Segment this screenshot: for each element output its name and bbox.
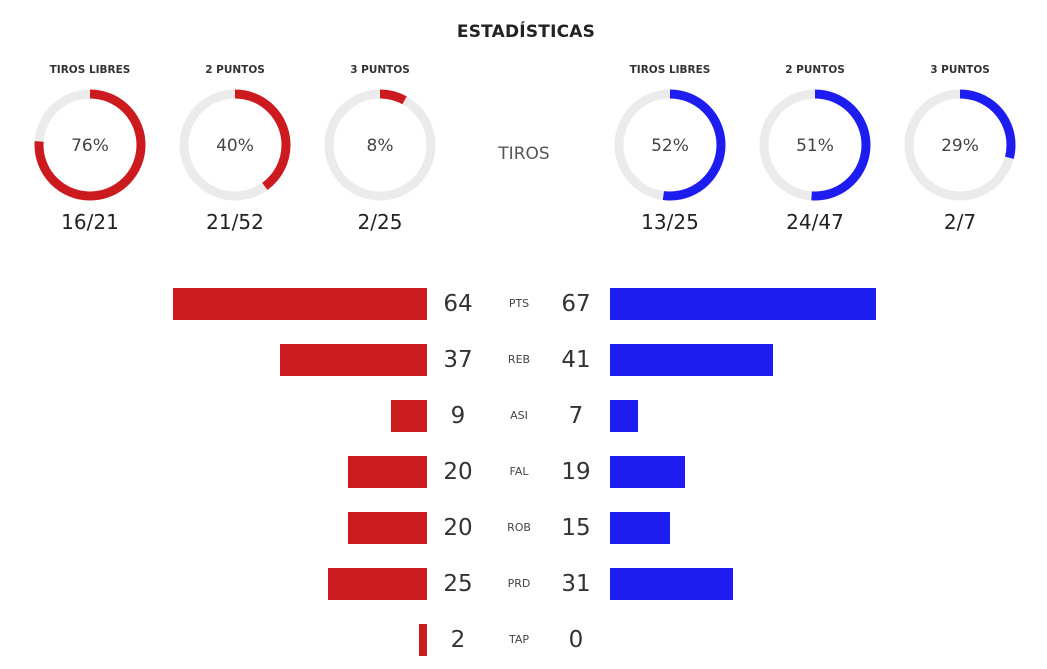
donut-made-attempts: 2/7: [943, 210, 977, 234]
bar-team-a: [327, 568, 427, 600]
value-team-b: 41: [561, 347, 591, 373]
donut-label: TIROS LIBRES: [629, 64, 711, 76]
stats-title: ESTADÍSTICAS: [456, 22, 596, 42]
donut-ring: 76%: [34, 89, 146, 201]
stat-row-pts: 64 PTS 67: [0, 287, 1047, 321]
value-team-a: 20: [443, 459, 473, 485]
donut-ring: 40%: [179, 89, 291, 201]
donut-label: 2 PUNTOS: [785, 64, 845, 76]
tiros-label: TIROS: [498, 144, 550, 164]
stat-name: PTS: [508, 297, 530, 310]
bar-team-b: [610, 512, 670, 544]
donut-team-a-2: 3 PUNTOS 8% 2/25: [315, 64, 445, 244]
donut-made-attempts: 2/25: [357, 210, 403, 234]
value-team-a: 20: [443, 515, 473, 541]
donut-percent: 40%: [216, 136, 254, 156]
donut-ring: 8%: [324, 89, 436, 201]
stat-row-reb: 37 REB 41: [0, 343, 1047, 377]
donut-team-b-2: 3 PUNTOS 29% 2/7: [895, 64, 1025, 244]
donut-team-a-0: TIROS LIBRES 76% 16/21: [25, 64, 155, 244]
value-team-b: 19: [561, 459, 591, 485]
donut-percent: 51%: [796, 136, 834, 156]
bar-team-b: [610, 568, 734, 600]
donut-label: 3 PUNTOS: [350, 64, 410, 76]
stat-name: PRD: [507, 577, 531, 590]
donut-arc: [614, 89, 726, 201]
donut-arc: [324, 89, 436, 201]
donut-arc: [904, 89, 1016, 201]
stat-row-fal: 20 FAL 19: [0, 455, 1047, 489]
value-team-a: 9: [450, 403, 466, 429]
bar-team-b: [610, 344, 773, 376]
stat-name: REB: [507, 353, 531, 366]
donut-team-b-1: 2 PUNTOS 51% 24/47: [750, 64, 880, 244]
value-team-a: 25: [443, 571, 473, 597]
donut-made-attempts: 16/21: [61, 210, 119, 234]
stat-row-rob: 20 ROB 15: [0, 511, 1047, 545]
donut-ring: 52%: [614, 89, 726, 201]
donut-ring: 29%: [904, 89, 1016, 201]
donut-percent: 29%: [941, 136, 979, 156]
donut-label: 3 PUNTOS: [930, 64, 990, 76]
bar-team-a: [172, 288, 427, 320]
donut-percent: 8%: [367, 136, 394, 156]
stat-name: TAP: [508, 633, 530, 646]
donut-arc: [34, 89, 146, 201]
stat-name: ROB: [507, 521, 531, 534]
bar-team-a: [419, 624, 427, 656]
stat-row-prd: 25 PRD 31: [0, 567, 1047, 601]
value-team-a: 2: [450, 627, 466, 653]
value-team-a: 37: [443, 347, 473, 373]
bar-team-a: [391, 400, 427, 432]
donut-ring: 51%: [759, 89, 871, 201]
donut-label: 2 PUNTOS: [205, 64, 265, 76]
donut-team-b-0: TIROS LIBRES 52% 13/25: [605, 64, 735, 244]
donut-made-attempts: 13/25: [641, 210, 699, 234]
donut-made-attempts: 24/47: [786, 210, 844, 234]
value-team-b: 0: [568, 627, 584, 653]
donut-team-a-1: 2 PUNTOS 40% 21/52: [170, 64, 300, 244]
bar-team-a: [347, 512, 427, 544]
donut-arc: [759, 89, 871, 201]
value-team-b: 31: [561, 571, 591, 597]
stat-name: FAL: [509, 465, 529, 478]
donut-percent: 76%: [71, 136, 109, 156]
donut-made-attempts: 21/52: [206, 210, 264, 234]
donut-label: TIROS LIBRES: [49, 64, 131, 76]
bar-team-a: [280, 344, 427, 376]
bar-team-b: [610, 288, 876, 320]
bar-team-b: [610, 456, 686, 488]
value-team-b: 7: [568, 403, 584, 429]
donut-arc: [179, 89, 291, 201]
stat-row-asi: 9 ASI 7: [0, 399, 1047, 433]
donut-percent: 52%: [651, 136, 689, 156]
bar-team-a: [347, 456, 427, 488]
bar-team-b: [610, 400, 638, 432]
stat-row-tap: 2 TAP 0: [0, 623, 1047, 657]
value-team-a: 64: [443, 291, 473, 317]
value-team-b: 15: [561, 515, 591, 541]
stat-name: ASI: [510, 409, 528, 422]
value-team-b: 67: [561, 291, 591, 317]
